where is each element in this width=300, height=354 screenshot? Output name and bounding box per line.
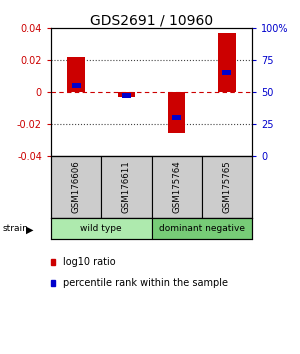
Bar <box>152 155 202 218</box>
Text: log10 ratio: log10 ratio <box>63 257 116 267</box>
Bar <box>122 93 131 98</box>
Text: GSM175764: GSM175764 <box>172 160 181 213</box>
Text: percentile rank within the sample: percentile rank within the sample <box>63 278 228 288</box>
Bar <box>218 33 236 92</box>
Bar <box>101 155 152 218</box>
Bar <box>51 155 101 218</box>
Text: ▶: ▶ <box>26 224 33 234</box>
Bar <box>223 70 231 75</box>
Text: GSM176606: GSM176606 <box>72 160 81 213</box>
Text: wild type: wild type <box>80 224 122 233</box>
Bar <box>67 57 85 92</box>
Text: strain: strain <box>3 224 29 233</box>
Text: GSM175765: GSM175765 <box>222 160 231 213</box>
Bar <box>72 83 80 88</box>
Bar <box>118 92 135 97</box>
Bar <box>51 218 152 239</box>
Bar <box>172 115 181 120</box>
Bar <box>202 155 252 218</box>
Title: GDS2691 / 10960: GDS2691 / 10960 <box>90 13 213 27</box>
Text: GSM176611: GSM176611 <box>122 160 131 213</box>
Bar <box>168 92 185 133</box>
Bar <box>152 218 252 239</box>
Text: dominant negative: dominant negative <box>159 224 245 233</box>
